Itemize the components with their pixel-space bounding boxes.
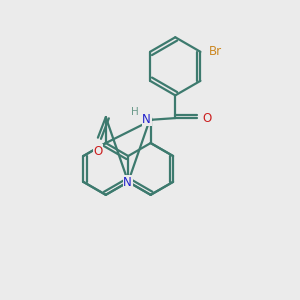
Text: O: O — [93, 145, 103, 158]
Text: N: N — [123, 176, 132, 189]
Text: H: H — [130, 107, 138, 117]
Text: N: N — [142, 112, 151, 126]
Text: O: O — [202, 112, 212, 124]
Text: Br: Br — [209, 45, 222, 58]
Text: N: N — [123, 176, 132, 189]
